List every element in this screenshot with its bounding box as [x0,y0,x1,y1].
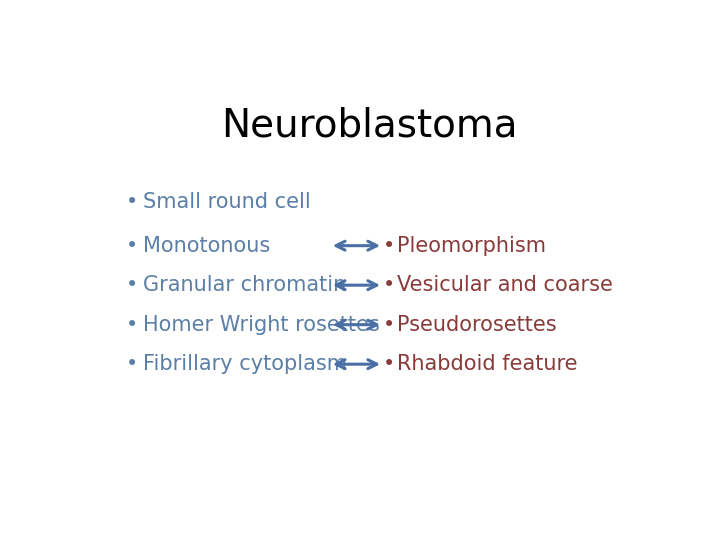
Text: Pleomorphism: Pleomorphism [397,235,546,255]
Text: Monotonous: Monotonous [143,235,270,255]
Text: Neuroblastoma: Neuroblastoma [221,106,517,144]
Text: •: • [126,192,138,212]
Text: •: • [382,315,395,335]
Text: •: • [126,275,138,295]
Text: Small round cell: Small round cell [143,192,311,212]
Text: •: • [382,354,395,374]
Text: •: • [382,235,395,255]
Text: •: • [126,315,138,335]
Text: Homer Wright rosettes: Homer Wright rosettes [143,315,379,335]
Text: •: • [126,235,138,255]
Text: Rhabdoid feature: Rhabdoid feature [397,354,577,374]
Text: •: • [382,275,395,295]
Text: Granular chromatin: Granular chromatin [143,275,346,295]
Text: Vesicular and coarse: Vesicular and coarse [397,275,613,295]
Text: Fibrillary cytoplasm: Fibrillary cytoplasm [143,354,347,374]
Text: •: • [126,354,138,374]
Text: Pseudorosettes: Pseudorosettes [397,315,557,335]
